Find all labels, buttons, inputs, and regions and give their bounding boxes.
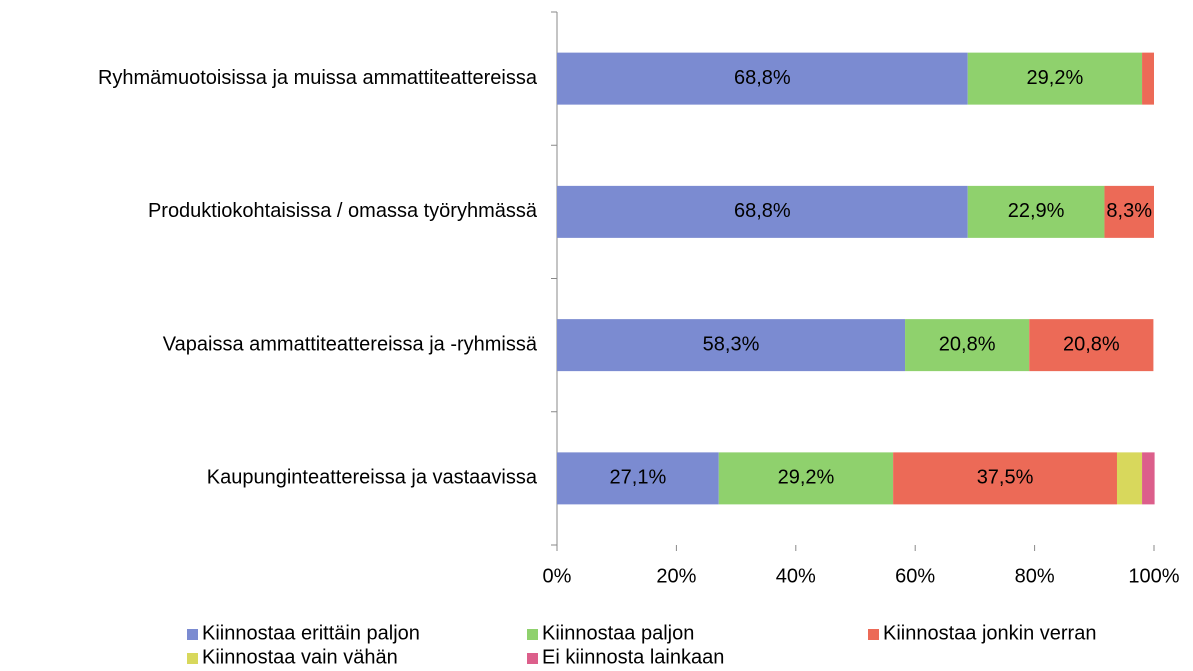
legend-label: Kiinnostaa jonkin verran [883,622,1096,644]
bar-segment [905,319,1030,372]
category-label: Kaupunginteattereissa ja vastaavissa [207,467,538,489]
data-label: 68,8% [734,67,791,89]
legend-swatch [187,653,198,664]
legend-label: Kiinnostaa erittäin paljon [202,622,420,644]
x-tick-label: 100% [1128,565,1179,587]
bar-segment [1142,52,1154,105]
legend-label: Kiinnostaa vain vähän [202,646,398,668]
data-label: 27,1% [610,467,667,489]
bar-segment [967,52,1143,105]
bar-segment [1142,452,1155,505]
category-label: Ryhmämuotoisissa ja muissa ammattiteatte… [98,67,538,89]
legend-swatch [527,653,538,664]
category-label: Produktiokohtaisissa / omassa työryhmäss… [148,200,538,222]
bar-segment [557,452,719,505]
category-label: Vapaissa ammattiteattereissa ja -ryhmiss… [163,333,538,355]
x-tick-label: 20% [656,565,696,587]
bar-segment [557,52,968,105]
data-label: 68,8% [734,200,791,222]
legend-label: Kiinnostaa paljon [542,622,694,644]
data-label: 37,5% [977,467,1034,489]
data-label: 20,8% [939,333,996,355]
x-tick-label: 0% [543,565,572,587]
data-label: 58,3% [703,333,760,355]
data-label: 29,2% [1027,67,1084,89]
data-label: 8,3% [1106,200,1152,222]
legend-label: Ei kiinnosta lainkaan [542,646,724,668]
x-tick-label: 60% [895,565,935,587]
bar-segment [557,185,968,238]
bar-segment [1104,185,1154,238]
bar-segment [718,452,894,505]
legend-swatch [187,629,198,640]
bar-segment [1116,452,1143,505]
data-label: 20,8% [1063,333,1120,355]
data-label: 29,2% [778,467,835,489]
bar-segment [1029,319,1154,372]
bar-segment [967,185,1105,238]
bar-segment [893,452,1117,505]
legend-swatch [527,629,538,640]
x-tick-label: 40% [776,565,816,587]
x-tick-label: 80% [1015,565,1055,587]
bar-segment [557,319,906,372]
legend-swatch [868,629,879,640]
data-label: 22,9% [1008,200,1065,222]
